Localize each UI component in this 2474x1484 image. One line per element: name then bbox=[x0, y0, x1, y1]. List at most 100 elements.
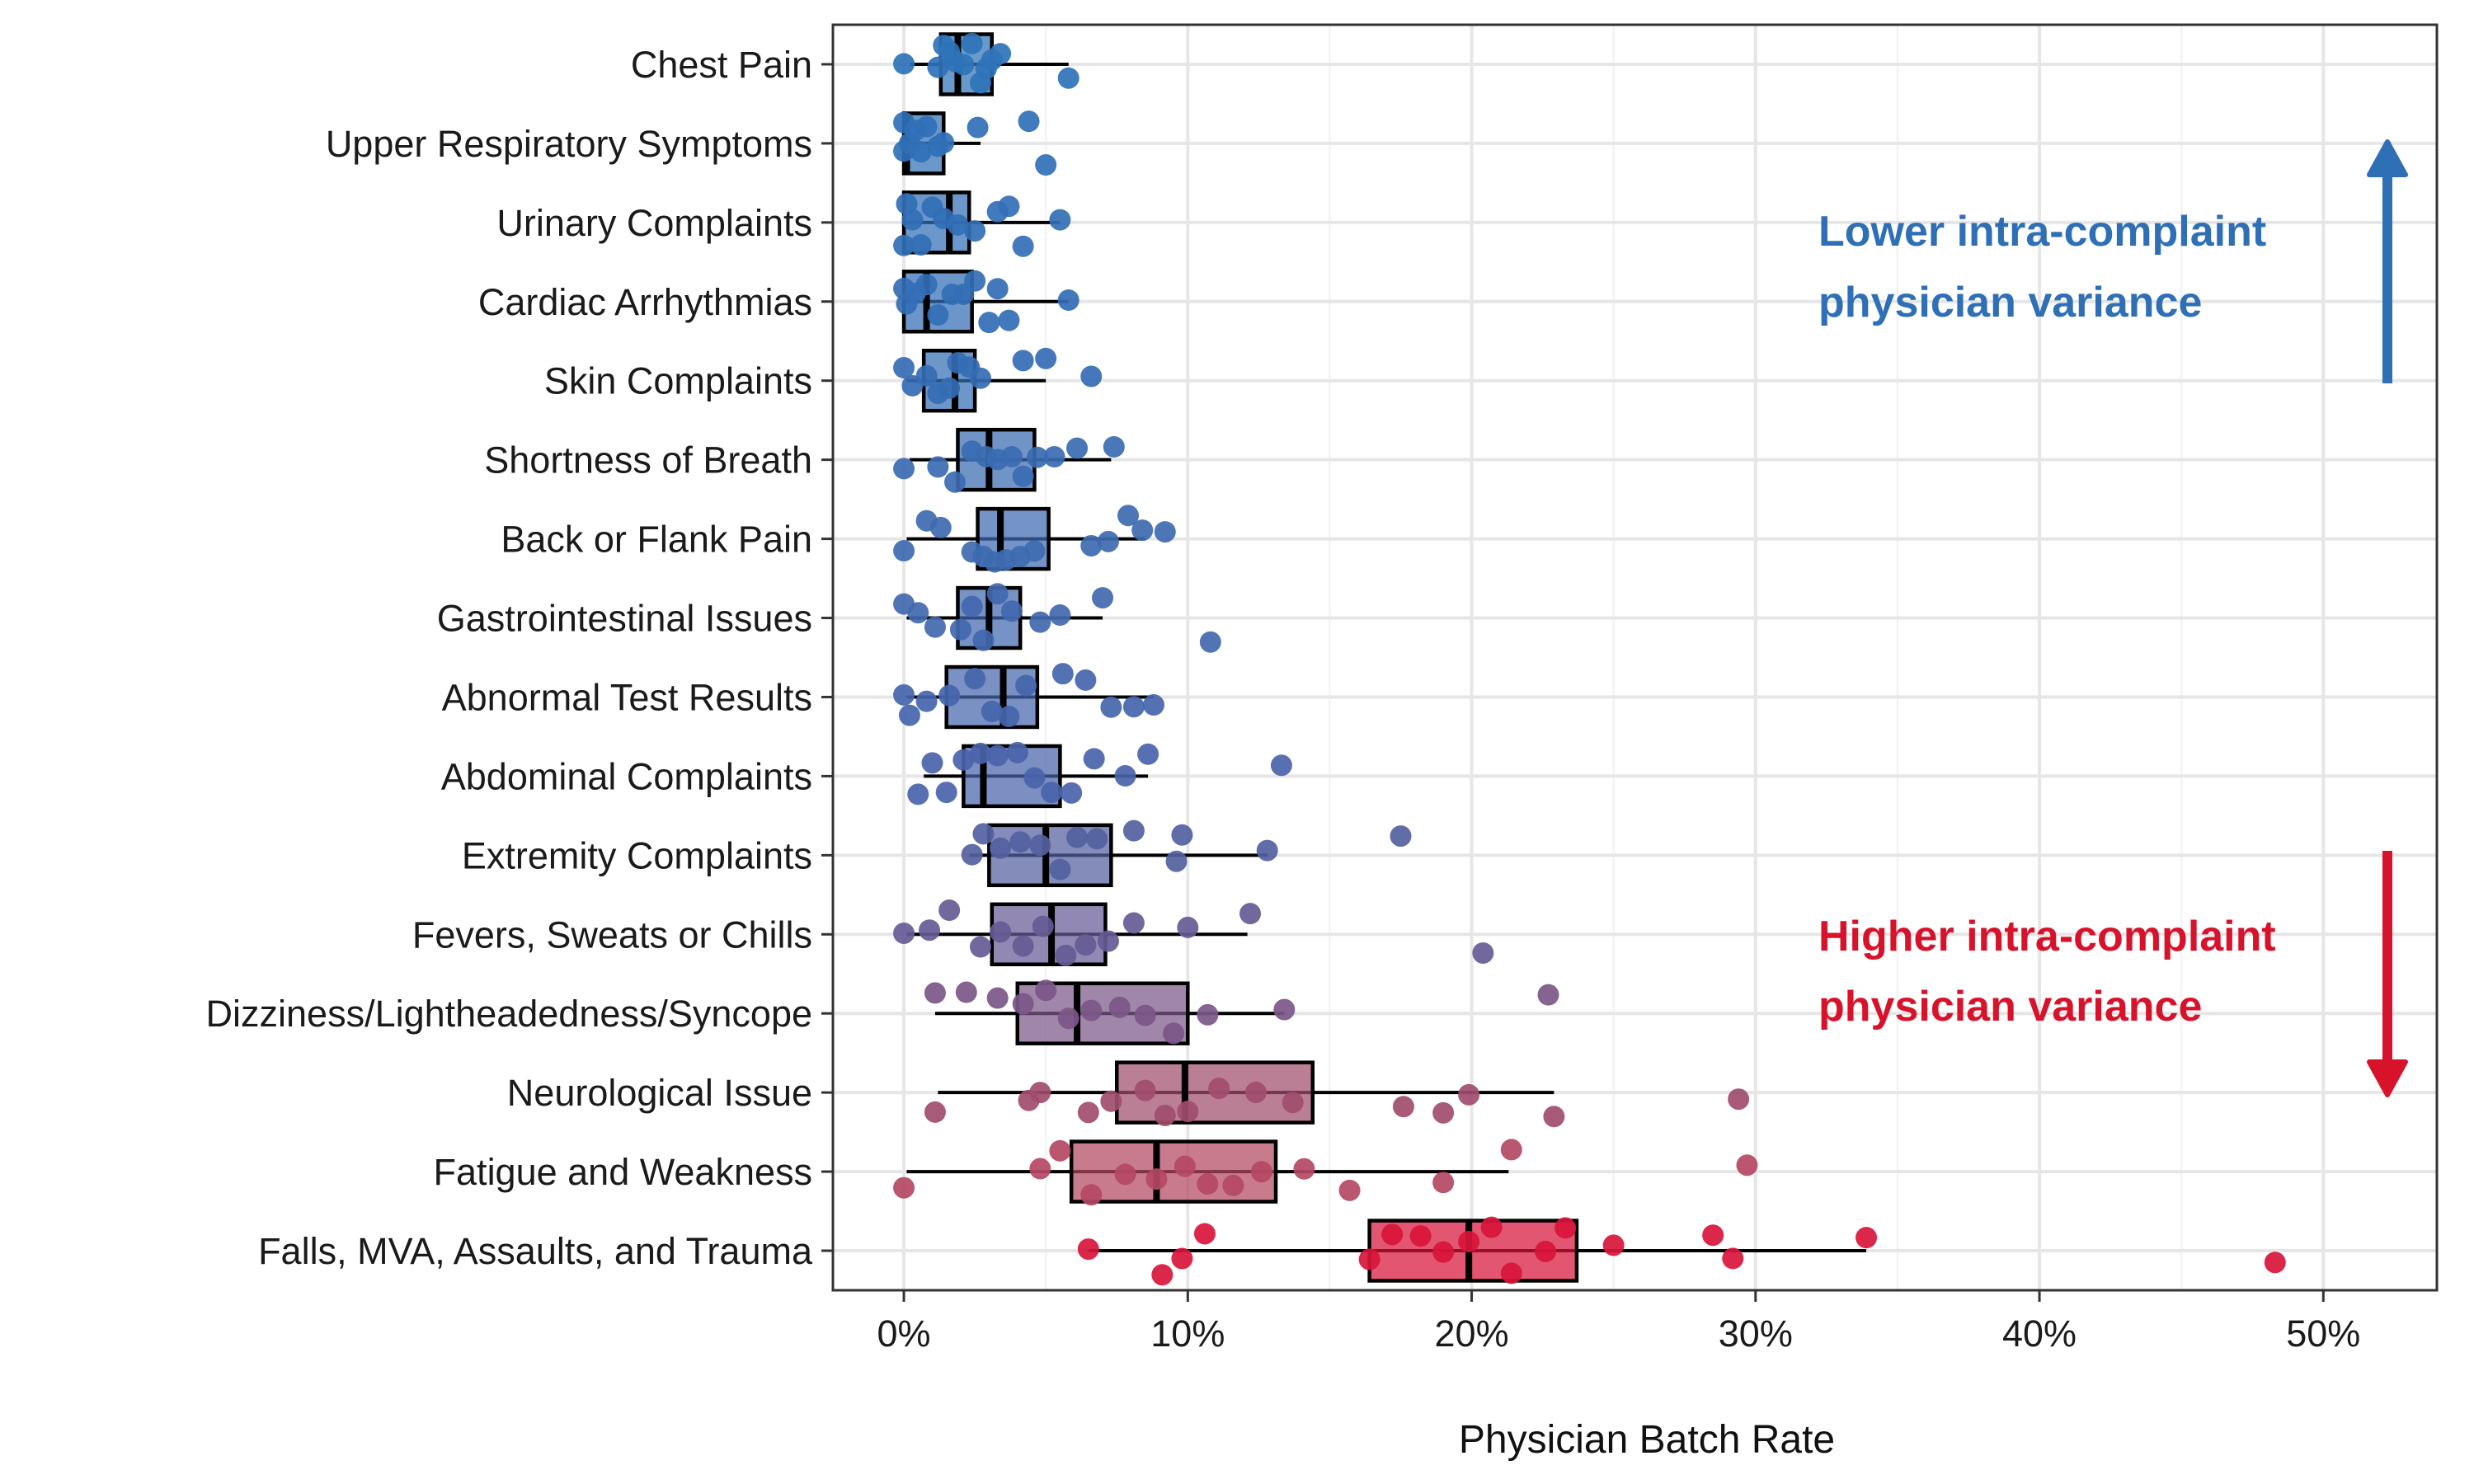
higher-variance-annotation: Higher intra-complaint physician varianc… bbox=[1818, 851, 2408, 1097]
data-point bbox=[1390, 825, 1412, 848]
data-point bbox=[1602, 1234, 1625, 1256]
data-point bbox=[998, 195, 1020, 218]
data-point bbox=[1222, 1174, 1244, 1196]
data-point bbox=[1108, 996, 1131, 1018]
data-point bbox=[1131, 519, 1154, 542]
data-point bbox=[1137, 743, 1159, 765]
data-point bbox=[893, 458, 915, 480]
data-point bbox=[1165, 850, 1188, 872]
data-point bbox=[1197, 1173, 1219, 1195]
x-tick-labels: 0% 10% 20% 30% 40% 50% bbox=[877, 1290, 2360, 1355]
data-point bbox=[893, 234, 915, 256]
data-point bbox=[919, 919, 941, 942]
data-point bbox=[1057, 67, 1079, 89]
data-point bbox=[990, 837, 1012, 859]
data-point bbox=[935, 782, 957, 804]
data-point bbox=[1193, 1223, 1216, 1245]
data-point bbox=[1282, 1092, 1304, 1114]
data-point bbox=[1174, 1155, 1196, 1177]
data-point bbox=[1702, 1224, 1724, 1247]
data-point bbox=[893, 357, 915, 379]
data-point bbox=[921, 752, 943, 774]
data-point bbox=[964, 668, 986, 690]
data-point bbox=[1083, 748, 1105, 770]
data-point bbox=[1856, 1227, 1878, 1249]
category-label: Fatigue and Weakness bbox=[434, 1151, 812, 1193]
data-point bbox=[1554, 1217, 1577, 1239]
data-point bbox=[1049, 858, 1071, 881]
data-point bbox=[1535, 1240, 1557, 1262]
data-point bbox=[1012, 235, 1034, 257]
data-point bbox=[1197, 1003, 1219, 1026]
data-point bbox=[1086, 828, 1108, 850]
data-point bbox=[924, 1101, 946, 1123]
x-tick-label: 40% bbox=[2002, 1313, 2077, 1355]
data-point bbox=[1066, 437, 1089, 459]
data-point bbox=[893, 683, 915, 706]
data-point bbox=[929, 516, 952, 538]
data-point bbox=[1075, 934, 1097, 956]
x-tick-label: 50% bbox=[2286, 1313, 2360, 1355]
data-point bbox=[1103, 435, 1125, 458]
data-point bbox=[1029, 834, 1051, 857]
data-point bbox=[1009, 831, 1032, 853]
data-point bbox=[924, 616, 946, 638]
data-point bbox=[970, 367, 992, 389]
data-point bbox=[1472, 942, 1494, 964]
box bbox=[1069, 1139, 1278, 1204]
data-point bbox=[915, 364, 938, 387]
data-point bbox=[1026, 446, 1048, 468]
data-point bbox=[1100, 696, 1122, 718]
data-point bbox=[1338, 1179, 1361, 1201]
data-point bbox=[1208, 1078, 1230, 1100]
data-point bbox=[981, 700, 1003, 722]
data-point bbox=[961, 32, 983, 54]
data-point bbox=[1012, 935, 1034, 957]
data-point bbox=[1177, 1101, 1199, 1123]
lower-variance-annotation: Lower intra-complaint physician variance bbox=[1818, 139, 2408, 383]
data-point bbox=[938, 684, 961, 707]
data-point bbox=[1080, 365, 1103, 387]
data-point bbox=[1432, 1101, 1455, 1124]
data-point bbox=[910, 233, 932, 256]
data-point bbox=[972, 629, 995, 651]
data-point bbox=[1043, 446, 1065, 468]
data-point bbox=[1381, 1223, 1404, 1246]
data-point bbox=[1023, 540, 1046, 562]
category-label: Back or Flank Pain bbox=[501, 519, 812, 561]
data-point bbox=[1075, 669, 1097, 691]
data-point bbox=[1114, 765, 1136, 787]
data-point bbox=[1117, 505, 1140, 527]
data-point bbox=[1080, 999, 1103, 1021]
lower-variance-line1: Lower intra-complaint bbox=[1818, 208, 2266, 256]
data-point bbox=[1728, 1088, 1750, 1111]
category-label: Gastrointestinal Issues bbox=[437, 598, 812, 640]
data-point bbox=[1049, 209, 1071, 231]
x-axis-title: Physician Batch Rate bbox=[1459, 1418, 1835, 1462]
plot-background bbox=[833, 25, 2437, 1290]
data-point bbox=[1239, 903, 1262, 925]
data-point bbox=[1035, 979, 1057, 1002]
data-point bbox=[1012, 465, 1034, 487]
grid-lines bbox=[833, 25, 2437, 1290]
data-point bbox=[964, 270, 986, 292]
data-point bbox=[1500, 1139, 1522, 1161]
x-tick-label: 10% bbox=[1150, 1313, 1225, 1355]
data-point bbox=[1134, 1079, 1156, 1101]
data-point bbox=[1537, 984, 1559, 1006]
data-point bbox=[1032, 915, 1054, 937]
data-points bbox=[893, 32, 2286, 1286]
data-point bbox=[1006, 741, 1028, 763]
data-point bbox=[1057, 1007, 1079, 1030]
category-label: Fevers, Sweats or Chills bbox=[412, 913, 812, 956]
data-point bbox=[1392, 1096, 1414, 1118]
data-point bbox=[972, 823, 995, 845]
data-point bbox=[1077, 1101, 1099, 1124]
data-point bbox=[947, 214, 969, 236]
data-point bbox=[1057, 289, 1079, 312]
data-point bbox=[893, 53, 915, 75]
data-point bbox=[1270, 754, 1292, 777]
data-point bbox=[1736, 1154, 1758, 1176]
up-arrow-icon bbox=[2367, 139, 2408, 177]
category-label: Skin Complaints bbox=[544, 360, 812, 402]
